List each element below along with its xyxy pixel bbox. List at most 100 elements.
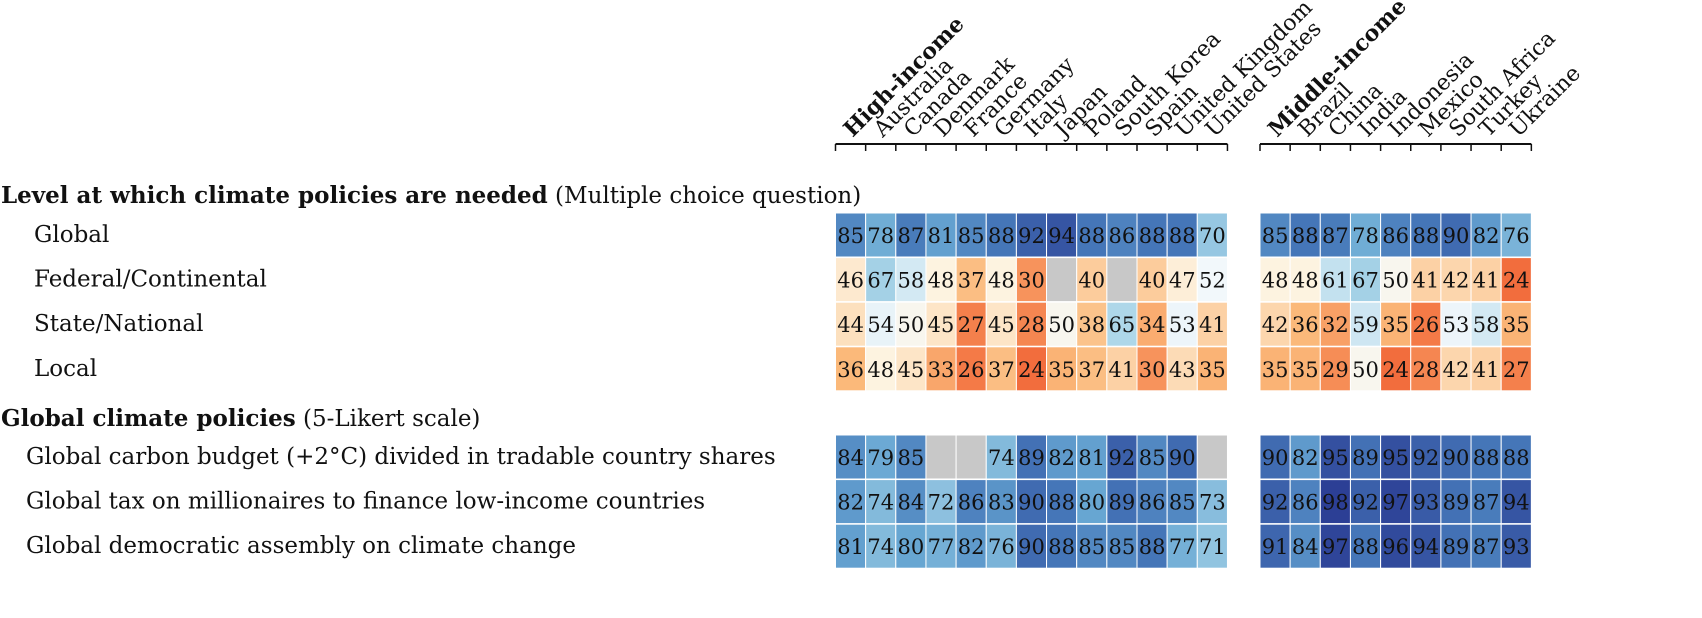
cell-value: 85 xyxy=(1139,446,1166,470)
cell-value: 74 xyxy=(867,491,894,515)
cell-value: 42 xyxy=(1443,269,1470,293)
heatmap-cell xyxy=(1046,479,1078,525)
heatmap-cell xyxy=(1259,301,1291,347)
cell-value: 88 xyxy=(1048,491,1075,515)
heatmap-cell xyxy=(1410,479,1442,525)
cell-value: 28 xyxy=(1412,358,1439,382)
heatmap-cell xyxy=(1470,479,1502,525)
heatmap-cell xyxy=(955,301,987,347)
heatmap-cell xyxy=(835,523,867,569)
heatmap-cell xyxy=(895,301,927,347)
cell-value: 50 xyxy=(1048,313,1075,337)
cell-value: 82 xyxy=(958,535,985,559)
heatmap-cell xyxy=(1440,346,1472,392)
heatmap-cell xyxy=(1259,523,1291,569)
cell-value: 72 xyxy=(928,491,955,515)
heatmap-cell xyxy=(1106,523,1138,569)
cell-value: 84 xyxy=(837,446,864,470)
cell-value: 50 xyxy=(1352,358,1379,382)
cell-value: 98 xyxy=(1322,491,1349,515)
cell-value: 95 xyxy=(1322,446,1349,470)
heatmap-cell xyxy=(1166,212,1198,258)
cell-value: 86 xyxy=(1382,224,1409,248)
cell-value: 24 xyxy=(1382,358,1409,382)
cell-value: 35 xyxy=(1382,313,1409,337)
heatmap-cell xyxy=(895,434,927,480)
cell-value: 95 xyxy=(1382,446,1409,470)
cell-value: 96 xyxy=(1382,535,1409,559)
heatmap-cell xyxy=(865,301,897,347)
cell-value: 82 xyxy=(1292,446,1319,470)
cell-value: 82 xyxy=(837,491,864,515)
heatmap-cell xyxy=(835,346,867,392)
cell-value: 67 xyxy=(1352,269,1379,293)
heatmap-cell xyxy=(1440,523,1472,569)
cell-value: 37 xyxy=(988,358,1015,382)
cell-value: 45 xyxy=(928,313,955,337)
cell-value: 84 xyxy=(1292,535,1319,559)
cell-value: 82 xyxy=(1048,446,1075,470)
heatmap-cell xyxy=(1349,523,1382,569)
cell-value: 24 xyxy=(1018,358,1045,382)
heatmap-cell xyxy=(1259,257,1291,303)
heatmap-cell xyxy=(1440,301,1472,347)
section-title: Global climate policies (5-Likert scale) xyxy=(1,405,480,432)
cell-value: 35 xyxy=(1199,358,1226,382)
heatmap-cell xyxy=(1500,346,1532,392)
cell-value: 90 xyxy=(1018,491,1045,515)
cell-value: 88 xyxy=(1503,446,1530,470)
heatmap-cell xyxy=(1410,257,1442,303)
cell-value: 33 xyxy=(928,358,955,382)
cell-value: 85 xyxy=(958,224,985,248)
heatmap-cell xyxy=(955,434,987,480)
cell-value: 61 xyxy=(1322,269,1349,293)
heatmap-cell xyxy=(1380,257,1412,303)
heatmap-cell xyxy=(1196,523,1228,569)
heatmap-cell xyxy=(1046,212,1078,258)
heatmap-cell xyxy=(1319,523,1351,569)
heatmap-cell xyxy=(1166,479,1198,525)
heatmap-cell xyxy=(1106,301,1138,347)
row-label: State/National xyxy=(34,311,203,337)
heatmap-cell xyxy=(1136,212,1168,258)
heatmap-cell xyxy=(1319,212,1351,258)
cell-value: 92 xyxy=(1262,491,1289,515)
cell-value: 87 xyxy=(898,224,925,248)
cell-value: 90 xyxy=(1169,446,1196,470)
heatmap-cell xyxy=(1136,257,1168,303)
cell-value: 45 xyxy=(988,313,1015,337)
heatmap-cell xyxy=(1076,523,1108,569)
cell-value: 97 xyxy=(1322,535,1349,559)
heatmap-cell xyxy=(1500,479,1532,525)
cell-value: 76 xyxy=(1503,224,1530,248)
heatmap-cell xyxy=(985,301,1017,347)
cell-value: 35 xyxy=(1503,313,1530,337)
cell-value: 80 xyxy=(1078,491,1105,515)
cell-value: 70 xyxy=(1199,224,1226,248)
heatmap-cell xyxy=(985,523,1017,569)
heatmap-cell xyxy=(1349,434,1382,480)
heatmap-cell xyxy=(1289,257,1321,303)
heatmap-cell xyxy=(1106,257,1138,303)
cell-value: 92 xyxy=(1109,446,1136,470)
heatmap-cell xyxy=(1259,212,1291,258)
cell-value: 41 xyxy=(1199,313,1226,337)
heatmap-cell xyxy=(1046,346,1078,392)
cell-value: 97 xyxy=(1382,491,1409,515)
heatmap-cell xyxy=(1319,257,1351,303)
cell-value: 53 xyxy=(1169,313,1196,337)
heatmap-cell xyxy=(1349,346,1382,392)
heatmap-cell xyxy=(1196,257,1228,303)
cell-value: 89 xyxy=(1352,446,1379,470)
cell-value: 42 xyxy=(1262,313,1289,337)
heatmap-cell xyxy=(955,346,987,392)
cell-value: 86 xyxy=(1139,491,1166,515)
heatmap-cell xyxy=(865,479,897,525)
cell-value: 89 xyxy=(1443,491,1470,515)
cell-value: 73 xyxy=(1199,491,1226,515)
cell-value: 79 xyxy=(867,446,894,470)
heatmap-cell xyxy=(1106,346,1138,392)
cell-value: 27 xyxy=(1503,358,1530,382)
heatmap-cell xyxy=(1046,523,1078,569)
heatmap-cell xyxy=(1380,434,1412,480)
